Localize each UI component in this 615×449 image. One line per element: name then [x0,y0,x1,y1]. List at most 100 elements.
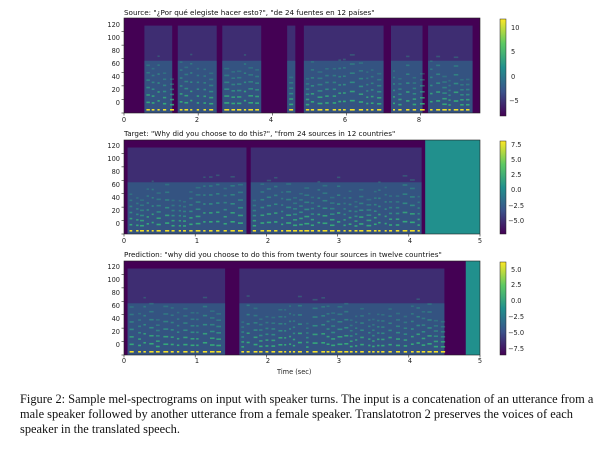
harmonic-band [189,191,193,193]
harmonic-band [237,191,243,194]
harmonic-band [203,68,207,71]
harmonic-band [466,83,470,86]
harmonic-band [202,341,208,344]
y-tick-label: 100 [107,34,120,42]
harmonic-band [321,333,326,335]
harmonic-band [216,325,222,328]
harmonic-band [284,323,287,325]
harmonic-band [216,313,222,315]
harmonic-band [326,328,330,330]
harmonic-band [278,351,283,353]
padding-region [465,261,480,355]
harmonic-band [448,104,451,106]
harmonic-band [355,327,358,329]
harmonic-band [306,346,309,348]
harmonic-band [146,195,149,197]
harmonic-band [129,205,133,208]
harmonic-band [329,202,335,204]
harmonic-band [348,223,352,226]
harmonic-band [183,225,186,227]
harmonic-band [129,223,133,226]
harmonic-band [196,67,200,70]
harmonic-band [140,230,144,232]
harmonic-band [195,230,201,232]
harmonic-band [366,198,372,201]
harmonic-band [389,224,393,226]
harmonic-band [337,336,343,338]
harmonic-band [209,221,213,223]
harmonic-band [337,306,343,308]
harmonic-band [321,351,326,353]
harmonic-band [286,198,292,201]
harmonic-band [395,344,400,347]
harmonic-band [366,209,372,211]
speech-segment-mid [250,182,422,234]
harmonic-band [209,84,214,87]
harmonic-band [348,230,352,232]
panel-title-source: Source: "¿Por qué elegiste hacer esto?",… [124,8,375,17]
harmonic-band [289,343,292,345]
harmonic-band [349,345,353,348]
harmonic-band [381,326,385,328]
harmonic-band [329,224,335,227]
harmonic-band [355,321,358,324]
harmonic-band [378,181,381,183]
harmonic-band [398,88,402,90]
harmonic-band [265,327,269,330]
harmonic-band [129,193,133,196]
harmonic-band [370,95,374,98]
harmonic-band [196,74,200,77]
harmonic-band [196,338,199,340]
harmonic-band [360,329,364,332]
harmonic-band [297,295,302,298]
harmonic-band [284,309,287,311]
x-tick-label: 3 [336,237,342,245]
harmonic-band [440,330,446,333]
x-tick-label: 0 [121,237,127,245]
harmonic-band [170,88,175,91]
harmonic-band [286,222,292,224]
harmonic-band [163,305,169,308]
harmonic-band [252,209,257,212]
harmonic-band [448,99,451,101]
y-tick-label: 120 [107,263,120,271]
harmonic-band [384,186,387,189]
harmonic-band [440,340,446,343]
y-tick-label: 120 [107,21,120,29]
harmonic-band [304,215,310,218]
harmonic-band [378,213,381,216]
harmonic-band [248,102,254,104]
harmonic-band [338,84,342,86]
harmonic-band [146,86,150,89]
harmonic-band [156,192,161,194]
harmonic-band [252,214,257,217]
harmonic-band [395,351,400,353]
harmonic-band [337,176,341,179]
harmonic-band [171,219,175,222]
harmonic-band [305,98,310,101]
harmonic-band [402,193,408,195]
harmonic-band [377,344,380,347]
x-tick-label: 8 [416,116,422,124]
colorbar [499,261,507,356]
harmonic-band [203,185,206,187]
harmonic-band [359,188,364,191]
harmonic-band [409,230,415,232]
harmonic-band [216,211,220,214]
harmonic-band [292,314,296,316]
harmonic-band [271,316,276,319]
harmonic-band [146,216,149,218]
harmonic-band [430,109,433,111]
harmonic-band [230,221,235,223]
harmonic-band [165,230,170,232]
harmonic-band [202,314,208,317]
harmonic-band [440,351,446,353]
harmonic-band [377,319,380,322]
harmonic-band [410,335,414,338]
harmonic-band [289,82,294,84]
harmonic-band [129,313,134,316]
harmonic-band [372,340,375,342]
x-tick-label: 5 [477,357,483,365]
harmonic-band [331,351,336,353]
harmonic-band [146,101,150,104]
